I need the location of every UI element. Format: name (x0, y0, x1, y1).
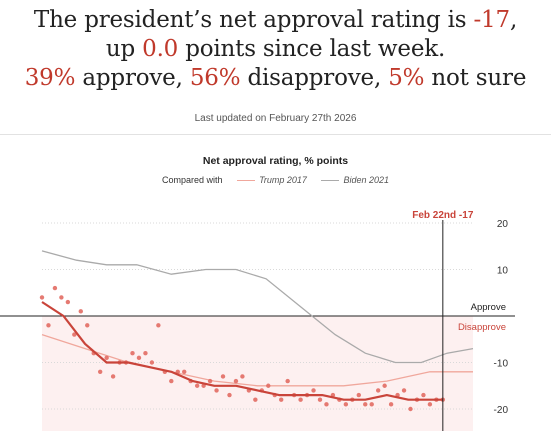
headline: The president’s net approval rating is -… (0, 6, 551, 93)
poll-dot (356, 392, 361, 398)
poll-dot (156, 323, 161, 328)
poll-dot (408, 406, 413, 412)
poll-dot (52, 285, 58, 291)
legend-swatch-trump-2017 (237, 179, 256, 182)
poll-dot (343, 402, 349, 407)
approve-zone-label: Approve (471, 302, 506, 313)
approval-chart: 20 10 -10 -20 Approve Disapprove Feb 22nd -17 (0, 210, 515, 431)
poll-dot (110, 374, 116, 379)
headline-line-3: 39% approve, 56% disapprove, 5% not sure (0, 64, 551, 93)
y-tick-label: -10 (494, 359, 509, 370)
biden-2021-line (41, 250, 474, 364)
poll-dot (375, 388, 381, 393)
approve-value: 39% (24, 65, 76, 91)
poll-dot (65, 299, 71, 305)
poll-dot (401, 388, 407, 393)
poll-dot (59, 295, 64, 300)
weekly-change-value: 0.0 (142, 36, 179, 62)
trump-2017-line (41, 333, 473, 387)
y-tick-label: 20 (497, 219, 509, 230)
poll-dot (143, 351, 148, 356)
legend-label: Biden 2021 (343, 175, 389, 185)
poll-dot (46, 323, 51, 328)
poll-dot (175, 369, 180, 374)
divider (0, 134, 551, 135)
headline-line-2: up 0.0 points since last week. (0, 35, 551, 64)
disapprove-zone (42, 316, 473, 431)
poll-dot (169, 378, 174, 384)
date-marker-label: Feb 22nd -17 (412, 210, 474, 221)
y-tick-label: 10 (497, 266, 509, 277)
poll-dot (363, 402, 368, 407)
headline-text: approve, (75, 65, 190, 91)
poll-dot (104, 355, 109, 361)
poll-dot (421, 392, 426, 398)
poll-dot (298, 397, 303, 402)
poll-dot (317, 397, 323, 402)
poll-dot (369, 402, 374, 407)
headline-text: disapprove, (240, 65, 389, 91)
headline-text: up (105, 36, 143, 62)
poll-dot (388, 402, 394, 407)
poll-dot (97, 369, 103, 374)
poll-dot (324, 402, 329, 407)
poll-dot (130, 351, 135, 356)
cropped-heading (200, 0, 350, 3)
poll-dot (182, 369, 187, 374)
poll-dot (207, 378, 213, 384)
legend-item-biden-2021[interactable]: Biden 2021 (321, 175, 389, 185)
poll-dot (78, 309, 83, 314)
poll-dot (39, 295, 45, 300)
poll-dot (240, 374, 245, 379)
poll-dot (233, 378, 239, 384)
headline-text: points since last week. (178, 36, 446, 62)
chart-legend: Compared with Trump 2017 Biden 2021 (0, 175, 551, 185)
poll-dot (382, 383, 387, 388)
last-updated: Last updated on February 27th 2026 (194, 113, 357, 124)
not-sure-value: 5% (388, 65, 425, 91)
poll-dot (194, 383, 200, 388)
legend-label: Trump 2017 (259, 175, 307, 185)
headline-text: The president’s net approval rating is (33, 7, 474, 33)
headline-line-1: The president’s net approval rating is -… (0, 6, 551, 35)
poll-dot (311, 388, 316, 393)
poll-dot (227, 392, 232, 398)
poll-dot (253, 397, 258, 402)
poll-dot (279, 397, 284, 402)
legend-item-trump-2017[interactable]: Trump 2017 (237, 175, 307, 185)
net-approval-line (41, 301, 443, 401)
poll-dot (220, 374, 226, 379)
poll-dot (72, 332, 77, 337)
poll-dot (266, 383, 271, 388)
poll-dot (427, 402, 433, 407)
headline-text: not sure (424, 65, 527, 91)
poll-dot (85, 323, 90, 328)
y-tick-label: -20 (494, 405, 509, 416)
headline-text: , (509, 7, 518, 33)
poll-dot (214, 388, 219, 393)
poll-dot (285, 378, 290, 384)
net-approval-value: -17 (473, 7, 510, 33)
legend-swatch-biden-2021 (321, 179, 340, 182)
poll-dot (136, 355, 142, 361)
poll-dot (149, 360, 155, 365)
disapprove-zone-label: Disapprove (458, 322, 506, 333)
chart-title: Net approval rating, % points (202, 155, 349, 167)
disapprove-value: 56% (189, 65, 241, 91)
legend-lead: Compared with (162, 175, 223, 185)
